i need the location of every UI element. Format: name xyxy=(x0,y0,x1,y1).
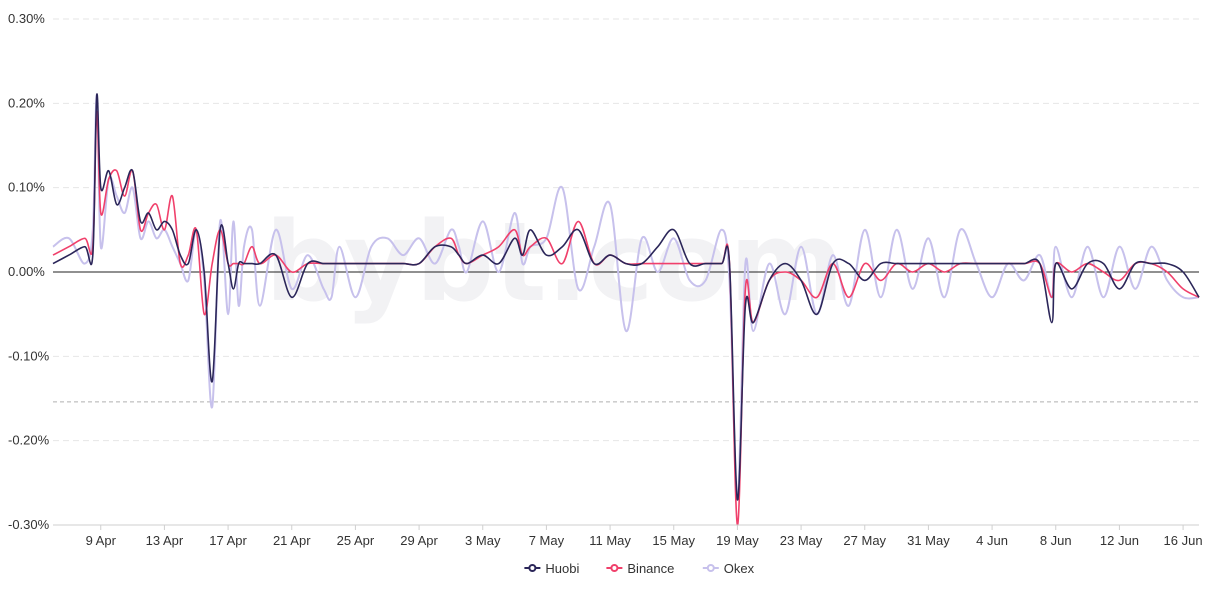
legend-item-binance[interactable]: Binance xyxy=(606,561,674,576)
x-tick-label: 29 Apr xyxy=(400,533,438,548)
x-tick-label: 8 Jun xyxy=(1040,533,1072,548)
y-axis: 0.30% 0.20% 0.10% 0.00% -0.10% -0.20% -0.30% xyxy=(8,11,50,532)
y-tick-label: 0.20% xyxy=(8,95,45,110)
x-tick-label: 7 May xyxy=(529,533,565,548)
x-tick-label: 23 May xyxy=(780,533,823,548)
x-axis: 9 Apr 13 Apr 17 Apr 21 Apr 25 Apr 29 Apr 3 May… xyxy=(53,524,1203,548)
x-tick-label: 17 Apr xyxy=(209,533,247,548)
x-tick-label: 3 May xyxy=(465,533,501,548)
x-tick-label: 31 May xyxy=(907,533,950,548)
legend-item-huobi[interactable]: Huobi xyxy=(524,561,579,576)
y-tick-label: -0.20% xyxy=(8,433,50,448)
y-tick-label: -0.10% xyxy=(8,348,50,363)
x-tick-label: 4 Jun xyxy=(976,533,1008,548)
legend-label: Huobi xyxy=(545,561,579,576)
x-tick-label: 25 Apr xyxy=(337,533,375,548)
legend-swatch-marker xyxy=(706,564,715,572)
legend-item-okex[interactable]: Okex xyxy=(702,561,755,576)
y-tick-label: 0.00% xyxy=(8,264,45,279)
x-tick-label: 9 Apr xyxy=(86,533,117,548)
x-tick-label: 12 Jun xyxy=(1100,533,1139,548)
x-tick-label: 27 May xyxy=(843,533,886,548)
x-tick-label: 19 May xyxy=(716,533,759,548)
x-tick-label: 16 Jun xyxy=(1164,533,1203,548)
watermark: bybt.com xyxy=(265,198,844,326)
legend-label: Binance xyxy=(627,561,674,576)
legend-swatch-marker xyxy=(610,564,619,572)
series-line-huobi xyxy=(52,93,1200,501)
series-group xyxy=(52,93,1200,526)
y-tick-label: -0.30% xyxy=(8,517,50,532)
y-tick-label: 0.10% xyxy=(8,180,45,195)
legend[interactable]: Huobi Binance Okex xyxy=(524,561,755,576)
legend-swatch-marker xyxy=(528,564,537,572)
x-tick-label: 13 Apr xyxy=(146,533,184,548)
x-tick-label: 11 May xyxy=(589,533,631,548)
x-tick-label: 21 Apr xyxy=(273,533,311,548)
legend-label: Okex xyxy=(724,561,755,576)
x-tick-label: 15 May xyxy=(652,533,695,548)
y-tick-label: 0.30% xyxy=(8,11,45,26)
